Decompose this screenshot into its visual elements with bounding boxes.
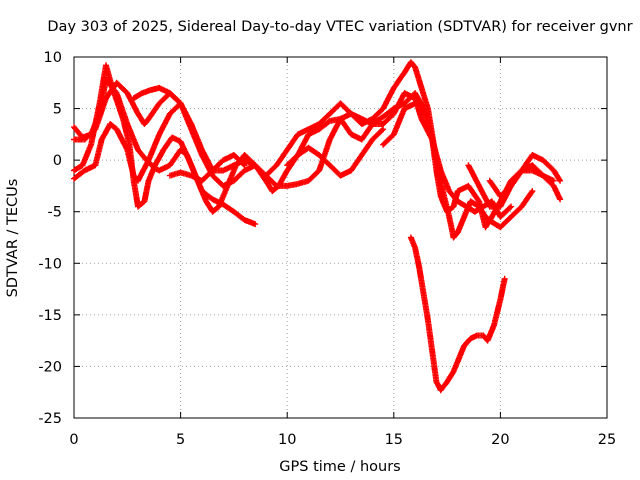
y-tick-label: -5 [48, 205, 62, 221]
x-tick-label: 15 [385, 432, 403, 448]
axis-ticks: 0 5 10 15 20 25 -25 -20 -15 -10 -5 0 5 10 [38, 50, 616, 448]
y-tick-label: -15 [38, 308, 62, 324]
plot-frame [73, 56, 608, 419]
y-tick-label: 0 [53, 153, 62, 169]
y-tick-label: -20 [38, 359, 62, 375]
x-axis-label: GPS time / hours [279, 459, 400, 475]
chart-title: Day 303 of 2025, Sidereal Day-to-day VTE… [47, 19, 632, 35]
series-markers [71, 62, 259, 215]
series-track-5 [130, 84, 184, 107]
series-markers [407, 234, 508, 394]
series-track-6 [166, 152, 248, 184]
x-tick-label: 10 [278, 432, 296, 448]
series-track-7 [262, 59, 536, 241]
series-markers [166, 152, 248, 184]
series-markers [262, 59, 536, 241]
y-tick-label: 5 [53, 102, 62, 118]
y-tick-label: 10 [44, 50, 62, 66]
y-axis-label: SDTVAR / TECUs [5, 179, 21, 298]
y-tick-label: -10 [38, 256, 62, 272]
data-marks [71, 59, 564, 394]
series-markers [486, 162, 557, 200]
x-tick-label: 0 [69, 432, 78, 448]
series-markers [380, 100, 419, 148]
x-tick-label: 25 [598, 432, 616, 448]
x-tick-label: 5 [176, 432, 185, 448]
series-track-10 [486, 162, 557, 200]
series-markers [130, 84, 184, 107]
series-track-11 [380, 100, 419, 148]
series-track-12 [407, 234, 508, 394]
x-tick-label: 20 [491, 432, 509, 448]
y-tick-label: -25 [38, 411, 62, 427]
series-track-2 [71, 62, 259, 215]
